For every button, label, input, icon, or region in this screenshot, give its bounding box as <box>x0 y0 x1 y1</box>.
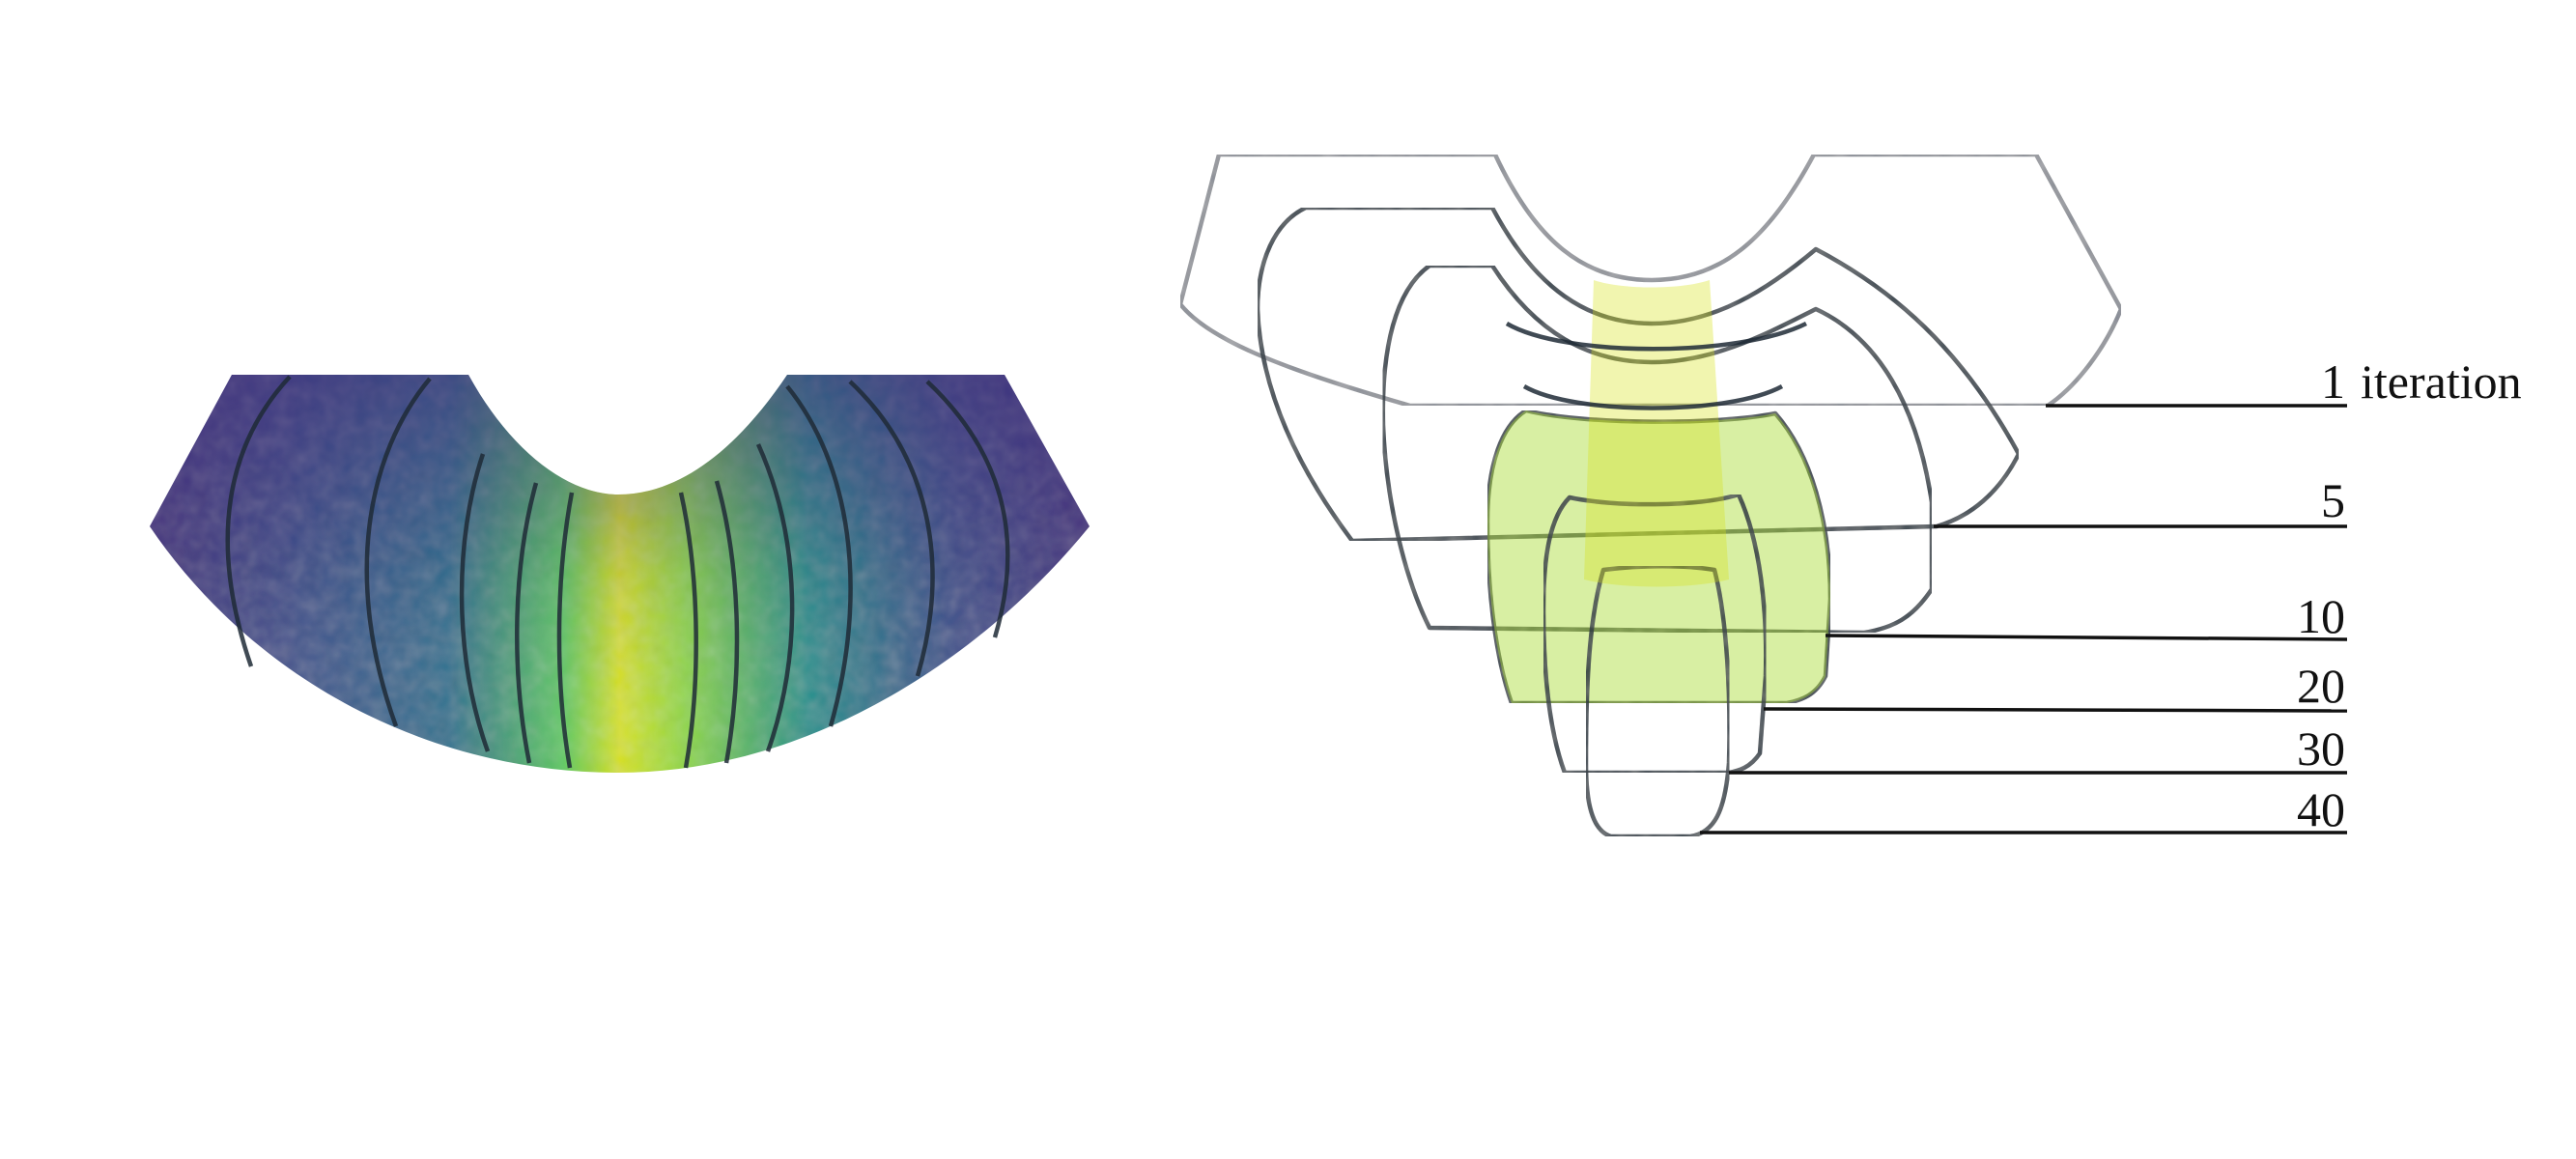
right-arc-1 <box>1505 321 1808 352</box>
right-nested-shape <box>1177 152 2124 839</box>
right-arc-2 <box>1522 384 1784 410</box>
left-slice-edge-10 <box>848 380 935 677</box>
label-iter-5: 5 <box>2321 473 2345 527</box>
right-layer-iter-40 <box>1583 564 1732 839</box>
label-iter-20: 20 <box>2297 659 2345 713</box>
right-layer-iter-20-shade <box>1487 410 1830 703</box>
leader-iter-10 <box>1825 634 2348 641</box>
left-slice-edge-3 <box>459 453 491 752</box>
left-slice-edge-8 <box>755 443 795 752</box>
left-slab-shade <box>150 375 1090 773</box>
left-slab-shape <box>150 375 1090 773</box>
label-iter-1: 1 <box>2321 354 2345 409</box>
label-iter-1-suffix: iteration <box>2361 354 2522 409</box>
right-layer-iter-10 <box>1380 263 1935 636</box>
left-slice-edge-11 <box>925 380 1010 638</box>
right-layer-iter-5 <box>1255 205 2022 544</box>
left-slice-edge-7 <box>714 480 740 764</box>
label-iter-30: 30 <box>2297 721 2345 776</box>
left-slice-edge-9 <box>785 384 853 727</box>
left-slice-edge-2 <box>364 377 432 727</box>
right-layer-iter-1 <box>1177 152 2124 409</box>
iteration-labels: 1 iteration 5 10 20 30 40 <box>1700 354 2522 836</box>
left-slice-edge-6 <box>678 492 698 769</box>
right-central-spine <box>1584 280 1729 587</box>
right-layer-iter-20 <box>1485 408 1833 706</box>
leader-iter-20 <box>1763 707 2348 713</box>
right-layer-iter-30 <box>1541 492 1769 776</box>
label-iter-40: 40 <box>2297 782 2345 836</box>
left-slice-edge-5 <box>556 492 575 769</box>
left-slice-edge-1 <box>225 375 292 667</box>
label-iter-10: 10 <box>2297 589 2345 643</box>
left-slice-edge-4 <box>515 482 539 764</box>
